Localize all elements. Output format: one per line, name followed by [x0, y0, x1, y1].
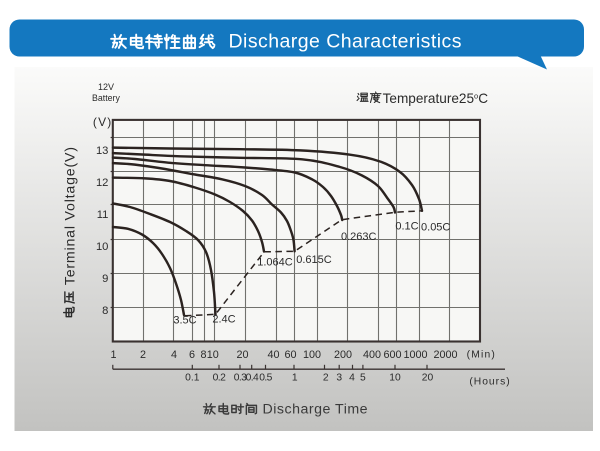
svg-text:Discharge Characteristics: Discharge Characteristics	[229, 31, 462, 53]
svg-text:400: 400	[363, 349, 381, 361]
svg-text:10: 10	[207, 349, 219, 361]
svg-text:3.5C: 3.5C	[173, 314, 196, 326]
svg-text:0.5: 0.5	[259, 373, 272, 384]
svg-text:1000: 1000	[403, 349, 427, 361]
svg-text:0.05C: 0.05C	[421, 222, 450, 234]
svg-text:4: 4	[349, 373, 355, 384]
svg-text:0.615C: 0.615C	[296, 254, 332, 266]
svg-text:Terminal Voltage(V): Terminal Voltage(V)	[62, 146, 78, 285]
svg-text:10: 10	[96, 241, 108, 253]
svg-text:2: 2	[140, 349, 146, 361]
svg-text:5: 5	[360, 373, 366, 384]
svg-text:0.263C: 0.263C	[341, 231, 377, 243]
svg-text:0.4: 0.4	[246, 373, 259, 384]
svg-text:(Min): (Min)	[467, 350, 496, 361]
svg-text:8: 8	[102, 305, 108, 317]
svg-text:13: 13	[96, 145, 108, 157]
svg-text:9: 9	[102, 273, 108, 285]
svg-text:8: 8	[200, 349, 206, 361]
svg-text:600: 600	[383, 349, 401, 361]
svg-text:10: 10	[389, 373, 401, 384]
svg-text:0.3: 0.3	[234, 373, 247, 384]
svg-text:1: 1	[292, 373, 298, 384]
svg-text:0.2: 0.2	[213, 373, 227, 384]
svg-text:40: 40	[267, 349, 279, 361]
svg-text:20: 20	[422, 373, 434, 384]
svg-text:2000: 2000	[433, 349, 457, 361]
svg-text:60: 60	[284, 349, 296, 361]
svg-text:11: 11	[97, 209, 109, 221]
svg-text:2: 2	[323, 373, 329, 384]
svg-text:(Hours): (Hours)	[469, 377, 510, 388]
svg-text:0.1C: 0.1C	[395, 221, 418, 233]
svg-text:Battery: Battery	[92, 93, 120, 103]
svg-text:2.4C: 2.4C	[212, 313, 235, 325]
svg-text:Discharge Time: Discharge Time	[263, 402, 369, 418]
svg-text:Temperature25oC: Temperature25oC	[383, 91, 489, 106]
svg-text:4: 4	[171, 349, 177, 361]
svg-text:3: 3	[336, 373, 342, 384]
svg-text:0.1: 0.1	[185, 373, 200, 384]
svg-text:20: 20	[236, 349, 248, 361]
svg-text:200: 200	[334, 349, 352, 361]
svg-text:(V): (V)	[93, 115, 113, 129]
svg-text:1: 1	[110, 349, 116, 361]
svg-text:1.064C: 1.064C	[257, 257, 293, 269]
svg-text:100: 100	[303, 349, 321, 361]
svg-text:12: 12	[96, 177, 108, 189]
svg-text:12V: 12V	[98, 82, 114, 92]
svg-text:6: 6	[189, 349, 195, 361]
